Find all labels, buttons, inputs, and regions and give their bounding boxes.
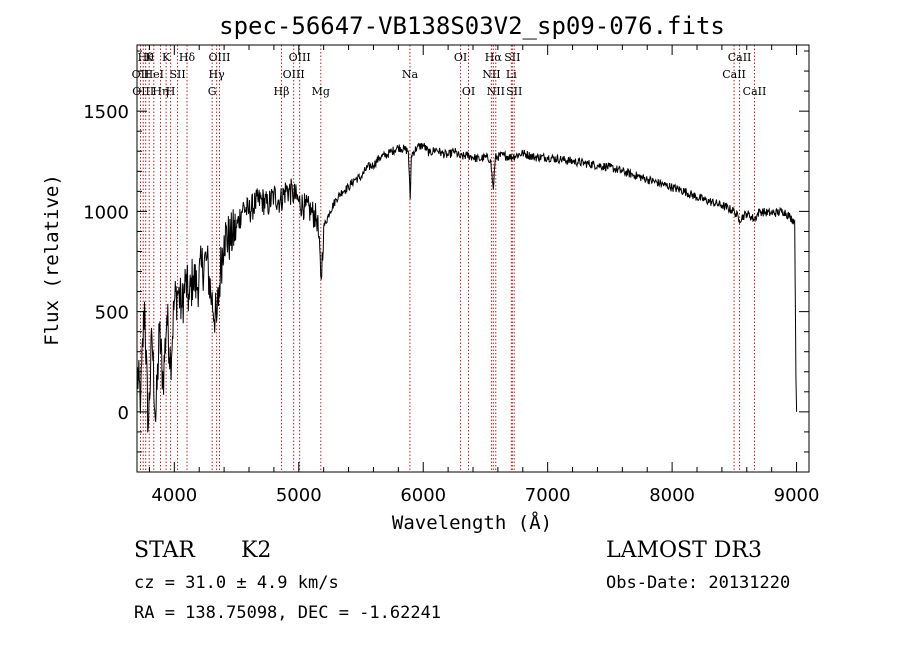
line-label: OII [132,68,150,81]
object-class: STAR [134,538,195,563]
flux-series-line [136,142,798,433]
line-label: G [208,85,217,98]
line-label: CaII [728,51,752,64]
line-label: Hα [485,51,503,64]
x-tick-label: 7000 [525,485,571,506]
x-tick-label: 4000 [151,485,197,506]
line-label: OIII [289,51,311,64]
line-label: Hβ [274,85,290,98]
line-label: SII [506,85,522,98]
spectral-line-markers [139,45,755,472]
line-label: Hθ [138,51,155,64]
x-tick-label: 9000 [774,485,820,506]
spectral-line-labels: OIIOIIIHθKHeIHηKHSIIHδGHγOIIIHβOIIIOIIIM… [132,51,767,98]
y-tick-label: 500 [95,303,129,324]
x-tick-label: 6000 [400,485,446,506]
x-tick-label: 5000 [276,485,322,506]
survey-name: LAMOST DR3 [606,538,762,563]
coordinates: RA = 138.75098, DEC = -1.62241 [134,603,442,623]
line-label: Hγ [209,68,226,81]
line-label: OIII [208,51,230,64]
line-label: OI [462,85,475,98]
redshift-info: cz = 31.0 ± 4.9 km/s [134,573,339,593]
line-label: H [166,85,176,98]
x-axis-label: Wavelength (Å) [392,511,552,534]
line-label: SII [504,51,520,64]
line-label: HeI [144,68,164,81]
line-label: NII [482,68,500,81]
obs-date: Obs-Date: 20131220 [606,573,791,593]
line-label: CaII [722,68,746,81]
line-label: Na [402,68,419,81]
line-label: Mg [312,85,330,98]
line-label: K [162,51,171,64]
line-label: Hη [152,85,168,98]
line-label: SII [169,68,185,81]
line-label: K [145,51,154,64]
y-tick-label: 1000 [83,202,129,223]
line-label: Hδ [179,51,196,64]
y-tick-label: 0 [118,403,129,424]
y-tick-label: 1500 [83,102,129,123]
axes-ticks: 4000 5000 6000 7000 8000 9000 0 500 1000 1500 [83,45,819,506]
line-label: Li [506,68,517,81]
y-axis-label: Flux (relative) [41,174,63,346]
line-label: OI [454,51,467,64]
line-label: NII [487,85,505,98]
chart-title: spec-56647-VB138S03V2_sp09-076.fits [219,12,725,40]
object-subclass: K2 [241,538,272,563]
line-label: OIII [283,68,305,81]
x-tick-label: 8000 [649,485,695,506]
line-label: OIII [132,85,154,98]
line-label: CaII [743,85,767,98]
plot-frame [136,44,810,473]
